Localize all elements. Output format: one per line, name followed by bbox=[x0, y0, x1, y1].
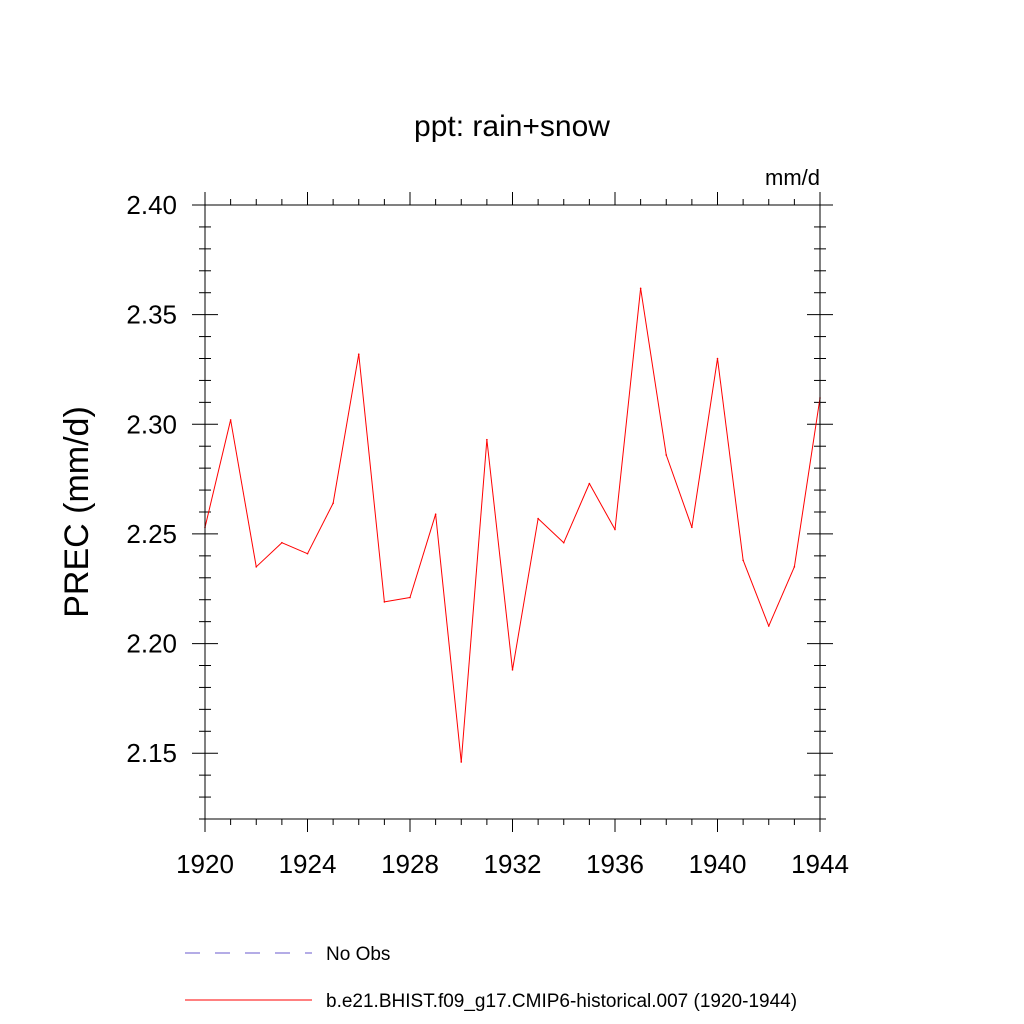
x-tick-label: 1940 bbox=[689, 849, 747, 879]
series-line-segment bbox=[255, 542, 283, 568]
series-line-segment bbox=[793, 397, 821, 567]
series-line-segment bbox=[384, 597, 411, 603]
data-point bbox=[691, 526, 693, 529]
series-line-segment bbox=[742, 560, 770, 627]
plot-frame bbox=[204, 204, 821, 820]
series-line-segment bbox=[230, 419, 257, 567]
series-line-segment bbox=[486, 439, 513, 670]
data-point bbox=[409, 596, 411, 599]
data-point bbox=[716, 357, 719, 360]
series-line-segment bbox=[588, 483, 616, 530]
series-line-segment bbox=[614, 288, 642, 530]
series-line-segment bbox=[768, 566, 795, 627]
series-line-segment bbox=[281, 542, 308, 555]
series-line-segment bbox=[332, 354, 360, 504]
legend-label-model-run: b.e21.BHIST.f09_g17.CMIP6-historical.007… bbox=[326, 991, 797, 1012]
legend: No Obs b.e21.BHIST.f09_g17.CMIP6-histori… bbox=[185, 944, 797, 1012]
data-point bbox=[562, 541, 565, 544]
series-line-segment bbox=[358, 354, 385, 602]
series-line-segment bbox=[640, 288, 667, 456]
data-point bbox=[281, 541, 283, 544]
x-tick-label: 1920 bbox=[176, 849, 234, 879]
data-point bbox=[588, 482, 591, 485]
x-tick-label: 1936 bbox=[586, 849, 644, 879]
x-tick-label: 1924 bbox=[279, 849, 337, 879]
series-line-segment bbox=[409, 514, 437, 598]
data-point bbox=[357, 353, 360, 355]
data-point bbox=[767, 625, 770, 627]
data-point bbox=[511, 669, 514, 671]
units-label: mm/d bbox=[765, 165, 820, 190]
data-point bbox=[460, 761, 463, 763]
data-point bbox=[639, 287, 642, 290]
series-line-segment bbox=[512, 518, 539, 670]
y-tick-label: 2.40 bbox=[126, 190, 177, 220]
data-point bbox=[306, 552, 309, 555]
data-point bbox=[434, 513, 437, 515]
x-tick-labels: 1920 1924 1928 1932 1936 1940 1944 bbox=[176, 849, 849, 879]
data-point bbox=[486, 438, 488, 441]
data-point bbox=[537, 517, 539, 520]
data-point bbox=[332, 502, 334, 505]
series-line-segment bbox=[307, 503, 334, 554]
series-line-segment bbox=[460, 439, 488, 763]
x-tick-label: 1944 bbox=[791, 849, 849, 879]
data-point bbox=[793, 566, 796, 568]
series-line-segment bbox=[665, 454, 693, 528]
y-tick-label: 2.20 bbox=[126, 629, 177, 659]
y-tick-labels: 2.15 2.20 2.25 2.30 2.35 2.40 bbox=[126, 190, 177, 768]
chart-title: ppt: rain+snow bbox=[414, 110, 610, 143]
series-layer bbox=[204, 287, 821, 763]
data-point bbox=[383, 601, 386, 603]
data-point bbox=[255, 566, 258, 568]
x-tick-label: 1928 bbox=[381, 849, 439, 879]
series-line-segment bbox=[717, 358, 744, 561]
series-line-segment bbox=[204, 419, 232, 528]
series-line-segment bbox=[435, 514, 462, 763]
y-tick-label: 2.25 bbox=[126, 519, 177, 549]
data-point bbox=[229, 419, 232, 421]
series-line-segment bbox=[691, 358, 718, 528]
y-tick-label: 2.35 bbox=[126, 300, 177, 330]
series-line-segment bbox=[537, 518, 565, 544]
y-tick-label: 2.15 bbox=[126, 738, 177, 768]
x-tick-label: 1932 bbox=[484, 849, 542, 879]
data-point bbox=[665, 454, 668, 456]
y-axis-label: PREC (mm/d) bbox=[58, 406, 96, 618]
legend-label-no-obs: No Obs bbox=[326, 944, 390, 965]
y-tick-label: 2.30 bbox=[126, 409, 177, 439]
data-point bbox=[742, 559, 744, 562]
series-line-segment bbox=[563, 483, 590, 543]
data-point bbox=[614, 528, 616, 531]
